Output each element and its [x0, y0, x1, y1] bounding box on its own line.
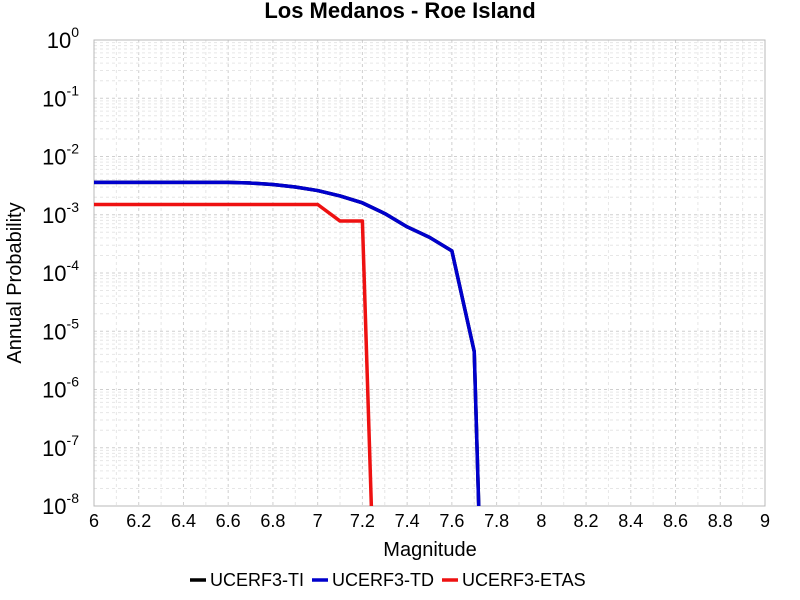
x-axis-label: Magnitude — [383, 539, 476, 561]
x-tick-label: 6.8 — [260, 511, 285, 531]
y-tick-label: 10-5 — [42, 315, 79, 344]
legend-label: UCERF3-ETAS — [462, 570, 586, 590]
x-tick-label: 7.8 — [484, 511, 509, 531]
y-tick-label: 10-3 — [42, 199, 79, 228]
x-tick-label: 8.2 — [574, 511, 599, 531]
x-tick-label: 7.6 — [439, 511, 464, 531]
y-tick-label: 10-6 — [42, 374, 79, 403]
x-tick-label: 6.6 — [216, 511, 241, 531]
grid — [93, 40, 766, 507]
x-tick-label: 7 — [313, 511, 323, 531]
x-tick-label: 6 — [89, 511, 99, 531]
plot-frame — [93, 39, 766, 507]
x-tick-label: 6.4 — [171, 511, 196, 531]
x-tick-label: 7.4 — [395, 511, 420, 531]
y-tick-label: 10-1 — [42, 82, 79, 111]
x-tick-label: 9 — [760, 511, 770, 531]
x-tick-label: 8.8 — [708, 511, 733, 531]
y-axis-label: Annual Probability — [4, 202, 26, 363]
x-tick-label: 8.4 — [618, 511, 643, 531]
legend-label: UCERF3-TI — [210, 570, 304, 590]
y-tick-label: 10-2 — [42, 141, 79, 170]
chart-title: Los Medanos - Roe Island — [264, 0, 535, 23]
x-axis-ticks: 6 6.2 6.4 6.6 6.8 7 7.2 7.4 7.6 7.8 8 8.2 8.4 8.6 8.8 9 — [89, 511, 770, 531]
legend: UCERF3-TI UCERF3-TD UCERF3-ETAS — [190, 570, 586, 590]
y-axis-ticks: 100 10-1 10-2 10-3 10-4 10-5 10-6 10-7 10-8 — [42, 24, 79, 519]
y-tick-label: 10-4 — [42, 257, 79, 286]
x-tick-label: 7.2 — [350, 511, 375, 531]
y-tick-label: 100 — [47, 24, 79, 53]
series-line-ucerf3-etas — [94, 202, 374, 507]
y-tick-label: 10-7 — [42, 432, 79, 461]
x-tick-label: 6.2 — [126, 511, 151, 531]
x-tick-label: 8.6 — [663, 511, 688, 531]
legend-label: UCERF3-TD — [332, 570, 434, 590]
x-tick-label: 8 — [536, 511, 546, 531]
series-group — [94, 180, 481, 507]
y-tick-label: 10-8 — [42, 490, 79, 519]
series-line-ucerf3-td — [94, 180, 481, 507]
